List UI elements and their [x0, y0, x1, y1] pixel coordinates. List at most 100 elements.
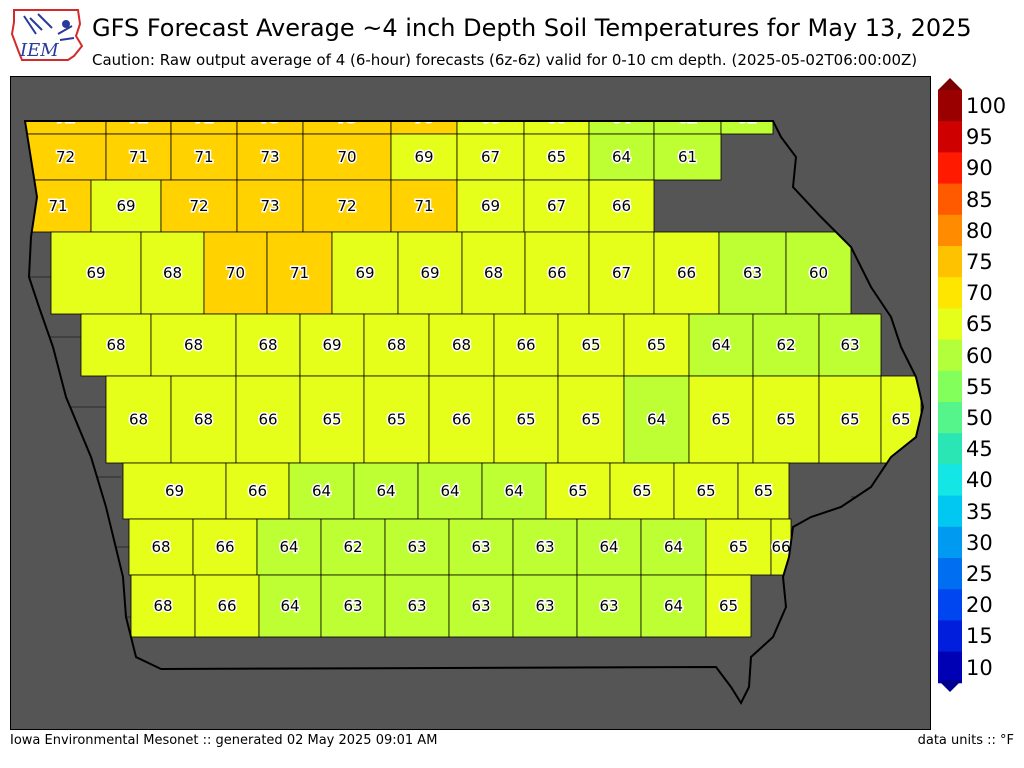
county-cell	[363, 375, 430, 464]
county-value-label: 64	[376, 482, 395, 500]
county-value-label: 71	[194, 148, 213, 166]
county-value-label: 63	[535, 597, 554, 615]
county-value-label: 65	[632, 482, 651, 500]
county-cell	[623, 313, 690, 377]
county-value-label: 62	[343, 538, 362, 556]
county-value-label: 62	[776, 336, 795, 354]
color-scale-segment	[938, 277, 962, 309]
county-cell	[105, 133, 172, 181]
county-value-label: 64	[504, 482, 523, 500]
county-cell	[428, 313, 495, 377]
county-value-label: 71	[129, 148, 148, 166]
county-cell	[236, 133, 304, 181]
color-scale-segment	[938, 495, 962, 528]
county-cell	[818, 313, 882, 377]
county-value-label: 68	[153, 597, 172, 615]
county-value-label: 66	[771, 538, 790, 556]
county-cell	[737, 462, 790, 520]
color-scale-segment	[938, 152, 962, 185]
color-scale-label: 15	[966, 624, 993, 649]
county-cell	[390, 179, 458, 233]
county-cell	[524, 231, 590, 315]
county-value-label: 65	[568, 482, 587, 500]
county-value-label: 64	[279, 538, 298, 556]
county-cell	[512, 574, 578, 638]
county-value-label: 67	[481, 148, 500, 166]
county-cell	[203, 231, 268, 315]
county-cell	[50, 231, 142, 315]
county-value-label: 69	[420, 264, 439, 282]
color-scale-label: 80	[966, 218, 993, 243]
county-value-label: 64	[440, 482, 459, 500]
county-value-label: 65	[387, 411, 406, 429]
county-cell	[688, 313, 754, 377]
color-scale-segment	[938, 651, 962, 684]
soil-temperature-map: 7272717373706866646261727171737069676564…	[10, 76, 931, 730]
county-value-label: 68	[194, 411, 213, 429]
county-value-label: 72	[56, 148, 75, 166]
county-cell	[130, 574, 196, 638]
color-scale-segment	[938, 308, 962, 341]
county-cell	[557, 375, 625, 464]
county-value-label: 68	[184, 336, 203, 354]
outside-state-mask	[11, 77, 930, 729]
county-value-label: 73	[260, 148, 279, 166]
county-value-label: 69	[116, 197, 135, 215]
county-cell	[150, 313, 237, 377]
color-scale-label: 55	[966, 374, 993, 399]
county-cell	[397, 231, 463, 315]
color-scale-segment	[938, 589, 962, 621]
county-value-label: 69	[165, 482, 184, 500]
color-scale-label: 10	[966, 655, 993, 680]
county-cell	[299, 313, 365, 377]
color-scale-label: 50	[966, 406, 993, 430]
county-value-label: 64	[312, 482, 331, 500]
county-value-label: 64	[664, 597, 683, 615]
county-value-label: 70	[337, 148, 356, 166]
county-cell	[493, 375, 559, 464]
county-value-label: 63	[599, 597, 618, 615]
color-scale-label: 75	[966, 250, 993, 274]
color-scale-label: 95	[966, 125, 993, 150]
color-scale-segment	[938, 370, 962, 403]
county-value-label: 68	[452, 336, 471, 354]
county-value-label: 65	[581, 336, 600, 354]
county-cell	[785, 231, 852, 315]
county-value-label: 66	[217, 597, 236, 615]
county-value-label: 69	[322, 336, 341, 354]
map-title: GFS Forecast Average ~4 inch Depth Soil …	[92, 14, 972, 42]
county-value-label: 72	[337, 197, 356, 215]
color-scale-label: 100	[966, 94, 1007, 118]
color-scale-segment	[938, 339, 962, 372]
map-subtitle: Caution: Raw output average of 4 (6-hour…	[92, 51, 918, 69]
county-cell	[609, 462, 675, 520]
county-value-label: 70	[226, 264, 245, 282]
county-value-label: 69	[414, 148, 433, 166]
color-scale-label: 90	[966, 156, 993, 181]
county-cell	[673, 462, 739, 520]
county-value-label: 66	[215, 538, 234, 556]
county-cell	[653, 133, 722, 181]
color-scale-bar	[938, 78, 962, 692]
county-cell	[448, 574, 514, 638]
county-value-label: 65	[547, 148, 566, 166]
color-scale-label: 65	[966, 312, 993, 337]
county-cell	[258, 574, 322, 638]
county-value-label: 63	[471, 597, 490, 615]
county-cell	[752, 313, 820, 377]
county-value-label: 65	[711, 411, 730, 429]
county-value-label: 60	[809, 264, 828, 282]
county-value-label: 68	[163, 264, 182, 282]
county-value-label: 68	[151, 538, 170, 556]
color-scale-label: 60	[966, 343, 993, 368]
county-value-label: 65	[322, 411, 341, 429]
county-value-label: 65	[729, 538, 748, 556]
county-cell	[752, 375, 820, 464]
color-scale-label: 70	[966, 281, 993, 306]
footer-units: data units :: °F	[917, 733, 1014, 748]
county-value-label: 67	[547, 197, 566, 215]
county-cell	[557, 313, 625, 377]
county-value-label: 67	[612, 264, 631, 282]
county-value-label: 66	[547, 264, 566, 282]
color-scale-label: 30	[966, 530, 993, 555]
